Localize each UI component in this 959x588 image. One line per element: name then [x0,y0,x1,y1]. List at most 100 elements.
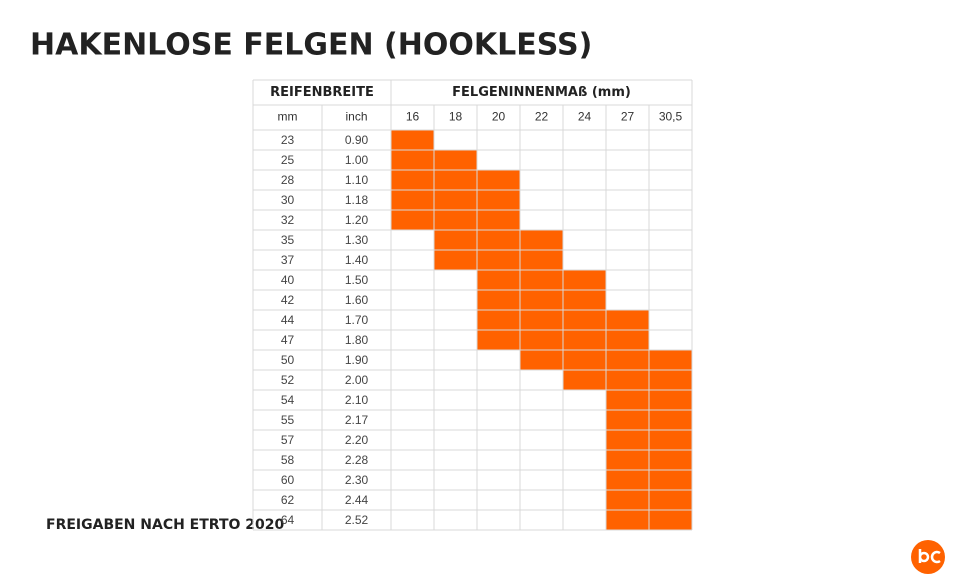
approved-cell [434,210,477,230]
approved-cell [606,490,649,510]
approved-cell [391,210,434,230]
approved-cell [563,350,606,370]
approved-cell [391,150,434,170]
approved-cell [606,470,649,490]
approved-cell [477,330,520,350]
cell-inch: 2.44 [345,493,369,507]
cell-inch: 1.70 [345,313,369,327]
approved-cell [477,230,520,250]
cell-mm: 44 [281,313,295,327]
approved-cell [520,230,563,250]
approved-cell [477,190,520,210]
approved-cell [649,350,692,370]
approved-cell [477,270,520,290]
approved-cell [434,250,477,270]
cell-mm: 28 [281,173,295,187]
approved-cell [606,310,649,330]
approved-cell [606,390,649,410]
cell-inch: 0.90 [345,133,369,147]
approved-cell [649,470,692,490]
approved-cell [606,430,649,450]
approved-cell [434,170,477,190]
approved-cell [563,290,606,310]
approved-cell [649,430,692,450]
cell-inch: 2.00 [345,373,369,387]
cell-mm: 42 [281,293,295,307]
cell-mm: 32 [281,213,295,227]
approved-cell [520,310,563,330]
approved-cell [520,330,563,350]
cell-mm: 37 [281,253,295,267]
cell-mm: 54 [281,393,295,407]
cell-mm: 64 [281,513,295,527]
cell-mm: 62 [281,493,295,507]
cell-mm: 57 [281,433,295,447]
footer-note: FREIGABEN NACH ETRTO 2020 [46,517,284,533]
cell-inch: 1.18 [345,193,369,207]
cell-inch: 1.00 [345,153,369,167]
cell-mm: 58 [281,453,295,467]
cell-inch: 2.20 [345,433,369,447]
cell-inch: 1.90 [345,353,369,367]
cell-inch: 2.30 [345,473,369,487]
column-header: 24 [578,110,592,124]
cell-mm: 52 [281,373,295,387]
approved-cell [391,190,434,210]
cell-inch: 2.28 [345,453,369,467]
column-header: 20 [492,110,506,124]
cell-mm: 47 [281,333,295,347]
cell-inch: 2.10 [345,393,369,407]
approved-cell [563,330,606,350]
cell-inch: 1.20 [345,213,369,227]
approved-cell [434,230,477,250]
column-header: 16 [406,110,420,124]
approved-cell [434,190,477,210]
table: REIFENBREITE FELGENINNENMAß (mm) mm inch 16 1… [252,79,693,531]
cell-inch: 2.52 [345,513,369,527]
cell-mm: 30 [281,193,295,207]
cell-inch: 1.80 [345,333,369,347]
approved-cell [520,290,563,310]
cell-mm: 50 [281,353,295,367]
approved-cell [477,290,520,310]
approved-cell [606,350,649,370]
logo [911,540,945,574]
approved-cell [649,370,692,390]
approved-cell [477,310,520,330]
cell-mm: 55 [281,413,295,427]
approved-cell [434,150,477,170]
cell-mm: 40 [281,273,295,287]
column-header: mm [278,110,298,124]
approved-cell [477,210,520,230]
approved-cell [477,250,520,270]
approved-cell [520,350,563,370]
approved-cell [520,250,563,270]
approved-cell [477,170,520,190]
column-header: 27 [621,110,635,124]
cell-inch: 1.40 [345,253,369,267]
approved-cell [563,270,606,290]
column-header: 18 [449,110,463,124]
title: HAKENLOSE FELGEN (HOOKLESS) [30,28,592,63]
approved-cell [649,450,692,470]
column-header: inch [345,110,367,124]
approved-cell [563,370,606,390]
cell-inch: 1.50 [345,273,369,287]
approved-cell [606,450,649,470]
approved-cell [649,390,692,410]
approved-cell [391,130,434,150]
cell-mm: 23 [281,133,295,147]
cell-inch: 1.60 [345,293,369,307]
approved-cell [649,510,692,530]
group-header: REIFENBREITE [270,85,374,100]
approved-cell [563,310,606,330]
approved-cell [606,410,649,430]
approved-cell [649,490,692,510]
cell-inch: 2.17 [345,413,369,427]
approved-cell [606,510,649,530]
approved-cell [606,370,649,390]
cell-mm: 25 [281,153,295,167]
approved-cell [606,330,649,350]
cell-inch: 1.10 [345,173,369,187]
